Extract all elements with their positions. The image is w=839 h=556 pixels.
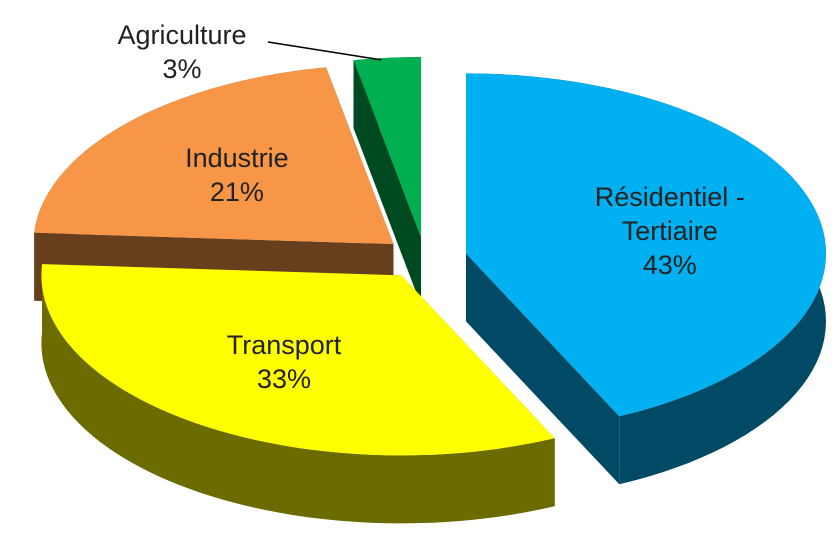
slice-group bbox=[41, 264, 555, 524]
data-label: Transport 33% bbox=[184, 328, 384, 396]
slice-group bbox=[353, 57, 422, 306]
category-label: Résidentiel - Tertiaire bbox=[594, 181, 745, 246]
category-label: Agriculture bbox=[117, 20, 247, 50]
slice bbox=[34, 67, 394, 245]
slice-outer-wall bbox=[41, 264, 555, 524]
slice bbox=[353, 57, 422, 238]
value-label: 3% bbox=[162, 54, 202, 84]
value-label: 21% bbox=[209, 177, 264, 208]
category-label: Industrie bbox=[185, 143, 289, 174]
slice bbox=[465, 73, 826, 417]
data-label: Industrie 21% bbox=[137, 141, 337, 209]
slice bbox=[41, 264, 555, 456]
slice-side-wall bbox=[465, 253, 620, 485]
data-label: Résidentiel - Tertiaire 43% bbox=[570, 180, 770, 282]
slice-group bbox=[465, 73, 826, 485]
value-label: 43% bbox=[642, 249, 697, 280]
data-label: Agriculture 3% bbox=[82, 18, 282, 86]
value-label: 33% bbox=[256, 363, 312, 394]
leader-line bbox=[267, 41, 382, 61]
category-label: Transport bbox=[226, 329, 342, 360]
